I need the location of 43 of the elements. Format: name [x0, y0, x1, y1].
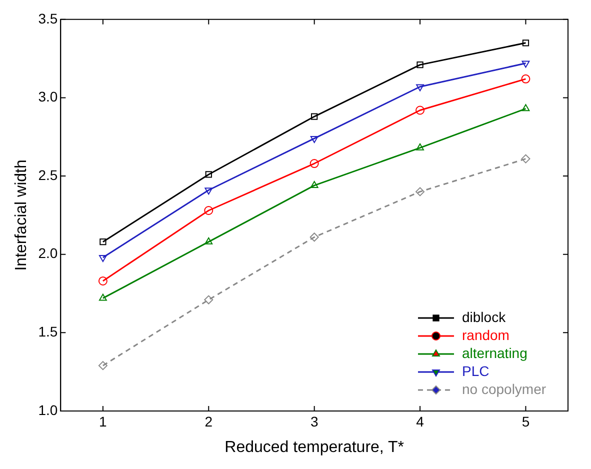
- point: [204, 237, 213, 244]
- point: [204, 188, 213, 195]
- legend-label: alternating: [462, 344, 528, 361]
- point: [416, 187, 425, 196]
- point: [98, 361, 108, 370]
- point: [416, 143, 424, 150]
- point: [98, 294, 107, 301]
- y-tick-label: 3.5: [38, 10, 58, 26]
- legend-label: random: [462, 326, 510, 343]
- point: [522, 60, 530, 68]
- point: [416, 84, 424, 92]
- point: [204, 295, 214, 304]
- point: [310, 136, 318, 143]
- y-tick-label: 2.0: [38, 245, 58, 262]
- y-tick-label: 1.0: [38, 402, 58, 418]
- point: [521, 154, 530, 164]
- x-axis-title: Reduced temperature, T*: [224, 438, 404, 456]
- point: [98, 254, 107, 262]
- y-tick-label: 3.0: [38, 88, 58, 105]
- point: [416, 61, 424, 68]
- y-axis-title: Interfacial width: [13, 160, 30, 271]
- point: [416, 106, 425, 115]
- point: [310, 232, 319, 242]
- point: [98, 276, 108, 286]
- point: [311, 113, 318, 120]
- legend-label: no copolymer: [462, 380, 546, 397]
- y-tick-label: 1.5: [38, 324, 58, 340]
- x-tick-label: 5: [522, 413, 530, 430]
- point: [521, 74, 530, 84]
- legend-label: PLC: [462, 362, 490, 379]
- point: [204, 206, 214, 215]
- x-tick-label: 2: [204, 413, 213, 430]
- point: [310, 159, 319, 168]
- y-tick-label: 2.5: [38, 166, 58, 183]
- x-tick-label: 4: [416, 413, 424, 430]
- legend-label: diblock: [462, 308, 507, 325]
- point: [522, 104, 530, 112]
- point: [310, 180, 318, 188]
- point: [522, 40, 530, 46]
- point: [100, 238, 106, 246]
- x-tick-label: 3: [310, 413, 318, 430]
- point: [205, 171, 212, 178]
- x-tick-label: 1: [99, 413, 108, 430]
